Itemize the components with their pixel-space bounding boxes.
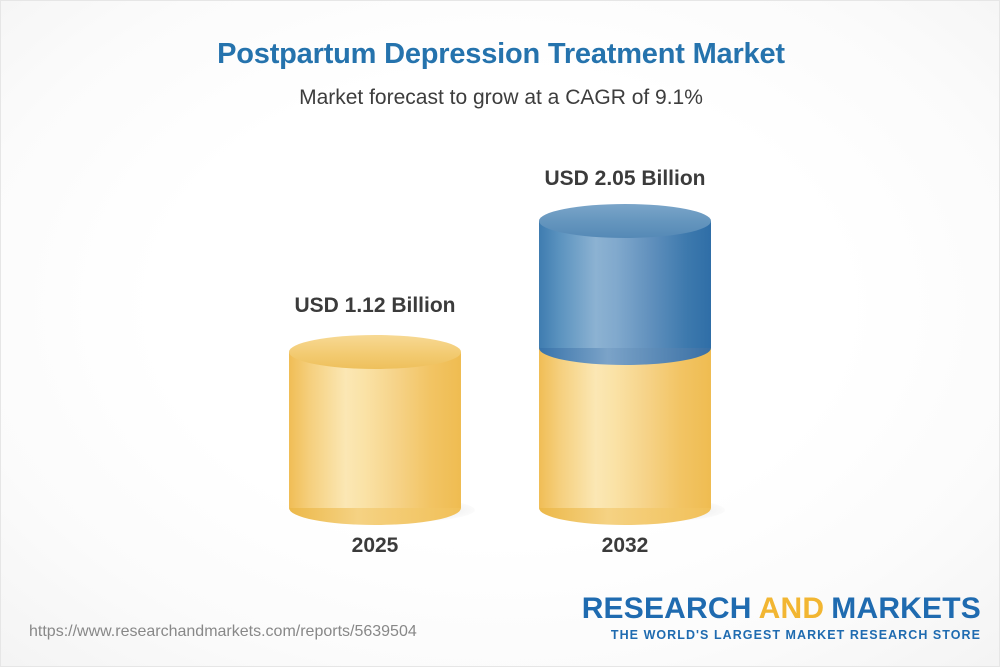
- cylinder-base-segment-2032: [539, 348, 711, 508]
- bar-group-2025[interactable]: USD 1.12 Billion 2025: [289, 1, 475, 666]
- logo-word-and: AND: [758, 592, 825, 625]
- chart-subtitle: Market forecast to grow at a CAGR of 9.1…: [299, 86, 703, 109]
- bar-category-label-2025: 2025: [351, 534, 399, 557]
- cylinder-body-2025: [289, 352, 461, 508]
- cylinder-top-ellipse-2025: [289, 335, 461, 369]
- logo-word-research: RESEARCH: [581, 592, 752, 625]
- bar-cylinder-2025: [289, 335, 461, 525]
- logo-word-markets: MARKETS: [831, 592, 981, 625]
- bar-group-2032[interactable]: USD 2.05 Billion 2032: [539, 1, 725, 666]
- report-url[interactable]: https://www.researchandmarkets.com/repor…: [29, 623, 417, 640]
- bar-cylinder-2032: [539, 204, 711, 525]
- cylinder-top-ellipse-2032: [539, 204, 711, 238]
- logo-wordmark: RESEARCH AND MARKETS: [582, 592, 981, 626]
- bar-value-label-2032: USD 2.05 Billion: [544, 167, 706, 190]
- cylinder-growth-segment-2032: [539, 221, 711, 348]
- bar-value-label-2025: USD 1.12 Billion: [294, 294, 456, 317]
- chart-header: Postpartum Depression Treatment Market M…: [1, 35, 999, 113]
- page-title: Postpartum Depression Treatment Market: [217, 38, 785, 70]
- research-and-markets-logo[interactable]: RESEARCH AND MARKETS THE WORLD'S LARGEST M…: [582, 592, 981, 644]
- bar-category-label-2032: 2032: [601, 534, 649, 557]
- logo-tagline: THE WORLD'S LARGEST MARKET RESEARCH STOR…: [610, 628, 981, 642]
